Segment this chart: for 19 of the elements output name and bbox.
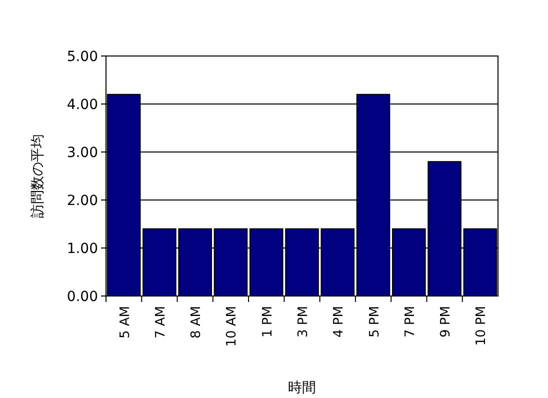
x-tick-label: 3 PM	[296, 306, 311, 338]
x-tick-label: 5 AM	[118, 306, 133, 339]
x-tick-label: 5 PM	[367, 306, 382, 338]
y-tick-label: 1.00	[66, 240, 98, 257]
x-tick-label: 10 AM	[224, 306, 240, 347]
x-tick-label: 1 PM	[260, 306, 276, 338]
x-tick-label: 4 PM	[332, 306, 347, 338]
x-tick-label: 7 PM	[402, 306, 418, 338]
x-tick-label: 9 PM	[438, 306, 454, 338]
x-tick-label: 7 AM	[153, 306, 168, 339]
x-tick-label: 10 PM	[474, 306, 490, 346]
y-tick-label: 2.00	[66, 192, 98, 209]
y-tick-label: 3.00	[66, 144, 98, 161]
y-axis-title: 訪問数の平均	[30, 134, 46, 218]
y-tick-label: 4.00	[66, 96, 98, 113]
y-tick-label: 5.00	[66, 48, 98, 65]
y-tick-label: 0.00	[66, 288, 98, 305]
x-tick-label: 8 AM	[189, 306, 204, 339]
x-axis-title: 時間	[288, 380, 316, 396]
